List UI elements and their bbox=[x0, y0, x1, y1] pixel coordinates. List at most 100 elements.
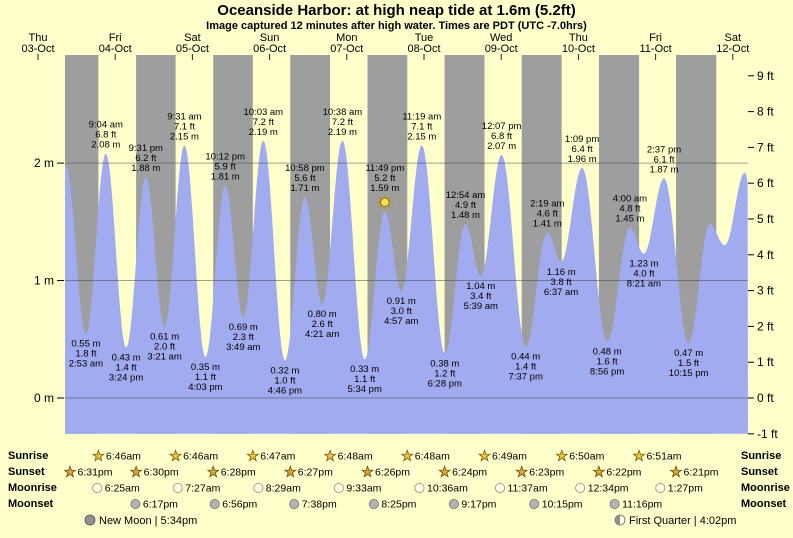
low-tide-annotation: 2:53 am bbox=[69, 358, 103, 369]
sunrise-star-icon bbox=[246, 448, 260, 462]
high-tide-annotation: 1.45 m bbox=[615, 214, 644, 225]
sunrise-star-icon bbox=[555, 448, 569, 462]
moonrise-time: 12:34pm bbox=[588, 483, 629, 495]
tide-area-curve bbox=[65, 140, 748, 434]
high-tide-annotation: 2.15 m bbox=[170, 132, 199, 143]
low-tide-annotation: 1.04 m bbox=[466, 281, 495, 292]
left-axis-label: 2 m bbox=[34, 156, 54, 170]
sunset-time: 6:22pm bbox=[606, 467, 641, 479]
low-tide-annotation: 2.3 ft bbox=[233, 332, 254, 343]
sunset-time: 6:24pm bbox=[452, 467, 487, 479]
low-tide-annotation: 1.6 ft bbox=[597, 357, 618, 368]
sunset-row-label-right: Sunset bbox=[741, 466, 778, 478]
sunset-row-label-left: Sunset bbox=[8, 466, 45, 478]
moonrise-moon-icon bbox=[655, 482, 666, 493]
high-tide-annotation: 1.41 m bbox=[533, 218, 562, 229]
moonset-time: 10:15pm bbox=[542, 499, 583, 511]
low-tide-annotation: 1.8 ft bbox=[75, 348, 96, 359]
low-tide-annotation: 1.1 ft bbox=[195, 372, 216, 383]
sunset-time: 6:23pm bbox=[529, 467, 564, 479]
low-tide-annotation: 0.69 m bbox=[229, 322, 258, 333]
sunrise-star-icon bbox=[91, 448, 106, 462]
right-axis-label: -1 ft bbox=[757, 427, 778, 441]
sunset-star-icon bbox=[437, 464, 452, 478]
high-tide-annotation: 2:37 pm bbox=[647, 144, 681, 155]
moonrise-moon-icon bbox=[575, 482, 586, 493]
moonset-moon-icon bbox=[368, 498, 379, 509]
low-tide-annotation: 0.47 m bbox=[674, 348, 703, 359]
right-axis-label: 4 ft bbox=[757, 248, 774, 262]
new-moon-icon bbox=[84, 514, 96, 526]
sunrise-row-label-left: Sunrise bbox=[8, 450, 49, 462]
low-tide-annotation: 6:28 pm bbox=[428, 378, 462, 389]
low-tide-annotation: 2.6 ft bbox=[312, 319, 333, 330]
sunrise-star-icon bbox=[168, 448, 183, 462]
low-tide-annotation: 0.35 m bbox=[191, 362, 220, 373]
high-tide-annotation: 2.08 m bbox=[91, 140, 120, 151]
day-label-dow: Fri bbox=[649, 32, 662, 44]
high-tide-annotation: 6.1 ft bbox=[653, 154, 674, 165]
sunset-star-icon bbox=[63, 465, 77, 478]
low-tide-annotation: 1.0 ft bbox=[274, 375, 295, 386]
current-time-sun-ray bbox=[378, 205, 382, 209]
moon-phase-label: New Moon | 5:34pm bbox=[99, 515, 197, 527]
day-label-date: 05-Oct bbox=[176, 43, 209, 55]
high-tide-annotation: 7.2 ft bbox=[332, 117, 353, 128]
moonrise-moon-icon bbox=[414, 482, 425, 493]
moonset-moon-icon bbox=[609, 498, 620, 509]
high-tide-annotation: 1.88 m bbox=[131, 163, 160, 174]
high-tide-annotation: 6.2 ft bbox=[135, 153, 156, 164]
sunrise-star-icon bbox=[477, 448, 492, 462]
high-tide-annotation: 12:54 am bbox=[446, 190, 486, 201]
day-label-dow: Fri bbox=[109, 32, 122, 44]
moonrise-moon-icon bbox=[172, 482, 183, 493]
low-tide-annotation: 0.48 m bbox=[593, 347, 622, 358]
right-axis-label: 6 ft bbox=[757, 176, 774, 190]
high-tide-annotation: 2.19 m bbox=[328, 127, 357, 138]
moonset-time: 11:16pm bbox=[622, 499, 662, 511]
moonrise-time: 10:36am bbox=[427, 483, 468, 495]
high-tide-annotation: 5.6 ft bbox=[294, 173, 315, 184]
left-axis-label: 0 m bbox=[34, 391, 54, 405]
moonset-moon-icon bbox=[448, 498, 459, 509]
low-tide-annotation: 5:34 pm bbox=[348, 384, 382, 395]
sunrise-time: 6:49am bbox=[492, 451, 527, 463]
right-axis-label: 3 ft bbox=[757, 284, 774, 298]
sunrise-time: 6:46am bbox=[183, 451, 218, 463]
day-label-dow: Sat bbox=[725, 32, 742, 44]
high-tide-annotation: 10:38 am bbox=[323, 107, 363, 118]
right-axis-label: 9 ft bbox=[757, 69, 774, 83]
sunset-star-icon bbox=[515, 464, 529, 478]
moonrise-row-label-left: Moonrise bbox=[8, 482, 57, 494]
high-tide-annotation: 10:03 am bbox=[243, 107, 283, 118]
low-tide-annotation: 3.8 ft bbox=[551, 277, 572, 288]
high-tide-annotation: 4:00 am bbox=[613, 194, 647, 205]
sunset-star-icon bbox=[206, 465, 220, 478]
high-tide-annotation: 1.81 m bbox=[211, 171, 240, 182]
low-tide-annotation: 2.0 ft bbox=[154, 341, 175, 352]
day-label-dow: Tue bbox=[415, 32, 434, 44]
moonrise-time: 7:27am bbox=[185, 483, 220, 495]
page-title: Oceanside Harbor: at high neap tide at 1… bbox=[217, 2, 576, 19]
low-tide-annotation: 4:21 am bbox=[305, 329, 339, 340]
high-tide-annotation: 5.9 ft bbox=[215, 161, 236, 172]
high-tide-annotation: 1:09 pm bbox=[565, 134, 599, 145]
low-tide-annotation: 0.44 m bbox=[511, 351, 540, 362]
day-label-dow: Wed bbox=[490, 32, 512, 44]
moonset-time: 7:38pm bbox=[302, 499, 337, 511]
low-tide-annotation: 1.5 ft bbox=[678, 358, 699, 369]
low-tide-annotation: 0.55 m bbox=[71, 338, 100, 349]
day-label-date: 11-Oct bbox=[639, 43, 671, 55]
moonrise-time: 6:25am bbox=[105, 483, 140, 495]
sunset-time: 6:26pm bbox=[375, 467, 410, 479]
low-tide-annotation: 0.61 m bbox=[150, 331, 179, 342]
day-label-date: 06-Oct bbox=[253, 43, 286, 55]
high-tide-annotation: 7.1 ft bbox=[174, 122, 195, 133]
sunset-star-icon bbox=[129, 464, 143, 478]
low-tide-annotation: 3.0 ft bbox=[391, 306, 412, 317]
high-tide-annotation: 10:58 pm bbox=[285, 163, 325, 174]
day-label-dow: Mon bbox=[336, 32, 357, 44]
day-label-dow: Thu bbox=[569, 32, 588, 44]
moonset-time: 6:17pm bbox=[143, 499, 178, 511]
